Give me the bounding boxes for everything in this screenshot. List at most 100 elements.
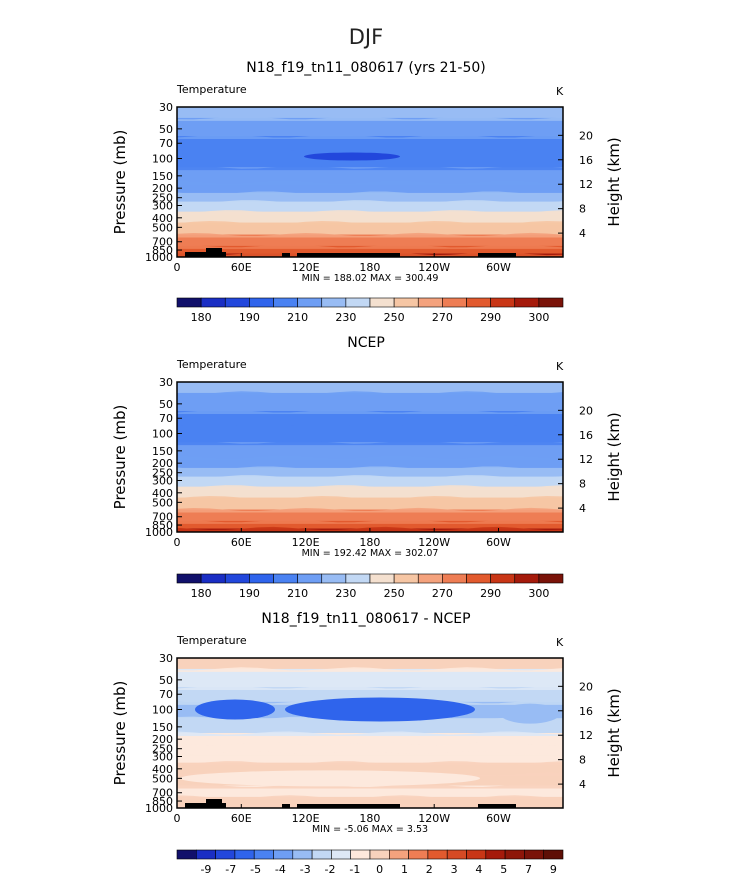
panel-3-contour-2: [177, 685, 563, 691]
panel-3-title: N18_f19_tn11_080617 - NCEP: [261, 611, 470, 627]
panel-3-contour-6: [177, 742, 563, 747]
colorbar-box: [345, 297, 371, 308]
panel-3-band-400: [177, 762, 563, 775]
colorbar-label: -9: [200, 863, 211, 873]
y2-axis-label: Height (km): [605, 688, 623, 777]
y-axis-label: Pressure (mb): [111, 681, 129, 786]
colorbar-label: -4: [275, 863, 286, 873]
colorbar-box: [524, 849, 545, 860]
panel-3-band-50: [177, 668, 563, 688]
panel-1-contour-11: [177, 244, 563, 249]
y-tick-label: 70: [159, 412, 173, 425]
panel-2-colorbar: [176, 573, 564, 584]
panel-1-band-700: [177, 234, 563, 247]
panel-1-contour-5: [177, 180, 563, 185]
panel-3-contour-11: [177, 795, 563, 800]
panel-3-variable-label: Temperature: [176, 634, 247, 647]
colorbar-box: [345, 573, 371, 584]
colorbar-label: 250: [384, 311, 405, 324]
colorbar-label: 1: [401, 863, 408, 873]
x-tick-label: 120W: [418, 261, 450, 274]
panel-1-band-400: [177, 211, 563, 224]
colorbar-box: [297, 573, 323, 584]
y-tick-label: 30: [159, 101, 173, 114]
panel-1-contour-8: [177, 210, 563, 215]
x-tick-label: 60E: [231, 261, 252, 274]
colorbar-label: 230: [335, 587, 356, 600]
panel-1-band-250: [177, 192, 563, 203]
colorbar-label: 4: [475, 863, 482, 873]
y-tick-label: 250: [152, 192, 173, 205]
panel-2-band-250: [177, 467, 563, 478]
colorbar-label: 5: [500, 863, 507, 873]
panel-1-band-850: [177, 245, 563, 255]
colorbar-box: [176, 573, 202, 584]
panel-3-band-850: [177, 796, 563, 806]
y-tick-label: 70: [159, 137, 173, 150]
colorbar-box: [427, 849, 448, 860]
y-tick-label: 30: [159, 652, 173, 665]
panel-2-band-500: [177, 497, 563, 511]
panel-2-band-850: [177, 520, 563, 530]
panel-2-contour-4: [177, 440, 563, 446]
panel-1-variable-label: Temperature: [176, 83, 247, 96]
panel-3-field: [177, 658, 563, 809]
colorbar-box: [369, 573, 395, 584]
y2-tick-label: 20: [579, 129, 593, 142]
panel-3-contour-5: [177, 731, 563, 736]
panel-1-units-label: K: [556, 85, 564, 98]
y-tick-label: 200: [152, 733, 173, 746]
panel-1-contour-4: [177, 165, 563, 171]
x-tick-label: 0: [174, 812, 181, 825]
panel-1-topo-block: [282, 253, 290, 257]
colorbar-box: [538, 573, 564, 584]
panel-3-contour-7: [177, 751, 563, 756]
y-tick-label: 250: [152, 467, 173, 480]
y2-tick-label: 16: [579, 154, 593, 167]
y-tick-label: 1000: [145, 526, 173, 539]
y-tick-label: 850: [152, 519, 173, 532]
y-axis-label: Pressure (mb): [111, 405, 129, 510]
panel-1-topography: [185, 248, 516, 257]
colorbar-box: [393, 573, 419, 584]
colorbar-box: [466, 573, 491, 584]
y-tick-label: 1000: [145, 802, 173, 815]
panel-2-band-300: [177, 476, 563, 488]
colorbar-label: -3: [300, 863, 311, 873]
panel-2-band-700: [177, 509, 563, 522]
y-tick-label: 50: [159, 674, 173, 687]
x-tick-label: 120W: [418, 812, 450, 825]
panel-3-cold-anomaly-asia: [195, 699, 275, 720]
x-tick-label: 180: [359, 536, 380, 549]
y2-tick-label: 8: [579, 203, 586, 216]
colorbar-box: [224, 573, 250, 584]
panel-1-title: N18_f19_tn11_080617 (yrs 21-50): [246, 60, 486, 76]
colorbar-label: 290: [480, 311, 501, 324]
panel-1-colorbar: [176, 297, 564, 308]
colorbar-box: [200, 573, 226, 584]
colorbar-label: 190: [239, 311, 260, 324]
panel-1-cold-core: [304, 152, 400, 161]
colorbar-label: -2: [325, 863, 336, 873]
y-tick-label: 1000: [145, 251, 173, 264]
colorbar-label: 300: [528, 587, 549, 600]
panel-3-colorbar: [176, 849, 564, 860]
panel-3-contour-3: [177, 700, 563, 705]
colorbar-box: [538, 297, 564, 308]
y-tick-label: 500: [152, 496, 173, 509]
panel-1-contour-7: [177, 200, 563, 205]
y2-tick-label: 4: [579, 502, 586, 515]
panel-2-band-70: [177, 411, 563, 427]
colorbar-box: [543, 849, 564, 860]
y-tick-label: 700: [152, 236, 173, 249]
panel-3-topography: [185, 799, 516, 808]
panel-3-topo-block: [206, 799, 222, 808]
panel-2-contour-2: [177, 409, 563, 415]
panel-1-contour-1: [177, 116, 563, 121]
panel-1-band-30: [177, 107, 563, 119]
panel-1-stats: MIN = 188.02 MAX = 300.49: [302, 273, 439, 284]
colorbar-box: [273, 573, 298, 584]
colorbar-label: 0: [376, 863, 383, 873]
colorbar-label: 190: [239, 587, 260, 600]
